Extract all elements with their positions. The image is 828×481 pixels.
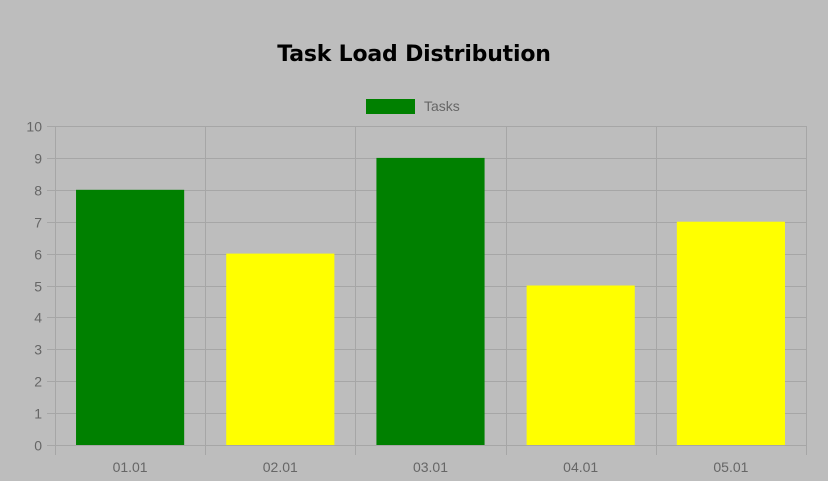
y-axis-ticks: 0 1 2 3 4 5 6 7 8 9 10: [26, 119, 42, 454]
y-tick-label: 0: [34, 438, 42, 454]
x-axis-ticks: 01.01 02.01 03.01 04.01 05.01: [113, 459, 749, 475]
legend-swatch: [366, 99, 415, 114]
x-tick-label: 05.01: [713, 459, 748, 475]
bar-05.01[interactable]: [676, 221, 785, 445]
y-tick-label: 2: [34, 374, 42, 390]
bars-layer: [76, 157, 785, 446]
x-tick-label: 02.01: [263, 459, 298, 475]
x-tick-label: 03.01: [413, 459, 448, 475]
y-tick-label: 10: [26, 119, 42, 135]
y-tick-label: 5: [34, 279, 42, 295]
x-tick-label: 01.01: [113, 459, 148, 475]
y-tick-label: 7: [34, 215, 42, 231]
bar-03.01[interactable]: [376, 157, 485, 445]
y-tick-label: 1: [34, 406, 42, 422]
y-tick-label: 8: [34, 183, 42, 199]
x-tick-label: 04.01: [563, 459, 598, 475]
y-tick-label: 4: [34, 310, 42, 326]
y-tick-label: 6: [34, 247, 42, 263]
bar-02.01[interactable]: [226, 253, 335, 445]
y-tick-label: 9: [34, 151, 42, 167]
bar-04.01[interactable]: [526, 285, 635, 446]
y-tick-label: 3: [34, 342, 42, 358]
chart-title: Task Load Distribution: [277, 42, 551, 67]
bar-01.01[interactable]: [76, 189, 185, 445]
legend[interactable]: Tasks: [366, 98, 460, 114]
legend-label: Tasks: [424, 98, 460, 114]
